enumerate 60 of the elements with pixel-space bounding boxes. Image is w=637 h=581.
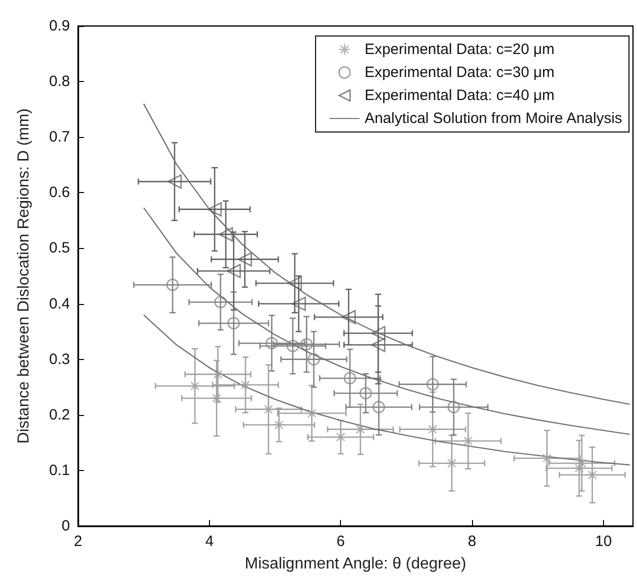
- x-tick-label: 4: [205, 533, 214, 550]
- point: [228, 317, 240, 330]
- point: [266, 337, 278, 350]
- point: [308, 353, 320, 366]
- y-tick-label: 0.5: [49, 240, 70, 257]
- point: [306, 407, 318, 420]
- point: [167, 174, 182, 189]
- point: [218, 227, 233, 242]
- y-tick-label: 0.2: [49, 406, 70, 424]
- y-tick-label: 0.1: [49, 462, 70, 479]
- point: [446, 457, 458, 470]
- point: [288, 276, 302, 290]
- point: [210, 392, 223, 404]
- point: [262, 403, 275, 416]
- point: [360, 387, 372, 400]
- y-tick-label: 0: [62, 518, 70, 534]
- point: [207, 202, 222, 216]
- x-tick-label: 10: [595, 533, 612, 550]
- point: [372, 400, 385, 414]
- point: [272, 418, 286, 432]
- point: [214, 296, 227, 308]
- point: [226, 264, 241, 278]
- point: [300, 338, 313, 350]
- point: [341, 310, 356, 324]
- point: [462, 434, 474, 448]
- x-axis-title: Misalignment Angle: θ (degree): [244, 556, 466, 572]
- y-tick-label: 0.7: [49, 128, 70, 146]
- point: [354, 423, 367, 436]
- point: [239, 378, 252, 392]
- line-series: [143, 314, 630, 466]
- x-tick-label: 2: [74, 533, 82, 550]
- point: [586, 468, 598, 482]
- point: [238, 252, 252, 266]
- line-series: [143, 207, 630, 435]
- point: [540, 452, 554, 464]
- point: [286, 340, 299, 352]
- point: [334, 430, 347, 444]
- point: [292, 296, 306, 311]
- y-tick-label: 0.4: [49, 295, 70, 312]
- x-tick-label: 6: [336, 533, 345, 550]
- x-tick-label: 8: [468, 533, 476, 550]
- point: [371, 338, 386, 352]
- point: [426, 378, 439, 390]
- y-tick-label: 0.9: [49, 18, 70, 34]
- line-series: [143, 103, 630, 405]
- y-tick-label: 0.3: [49, 350, 70, 368]
- legend-label: Experimental Data: c=20 μm: [364, 41, 555, 58]
- point: [188, 380, 202, 392]
- y-axis-title: Distance between Dislocation Regions: D (mm): [16, 108, 32, 444]
- y-tick-label: 0.8: [49, 73, 70, 90]
- point: [344, 372, 356, 384]
- legend-label: Experimental Data: c=30 μm: [364, 64, 555, 81]
- point: [166, 278, 179, 292]
- point: [371, 326, 386, 340]
- y-tick-label: 0.6: [49, 184, 70, 202]
- point: [448, 400, 460, 414]
- point: [212, 368, 224, 380]
- legend-label: Experimental Data: c=40 μm: [364, 87, 555, 104]
- point: [426, 423, 439, 436]
- legend-label: Analytical Solution from Moire Analysis: [364, 110, 622, 127]
